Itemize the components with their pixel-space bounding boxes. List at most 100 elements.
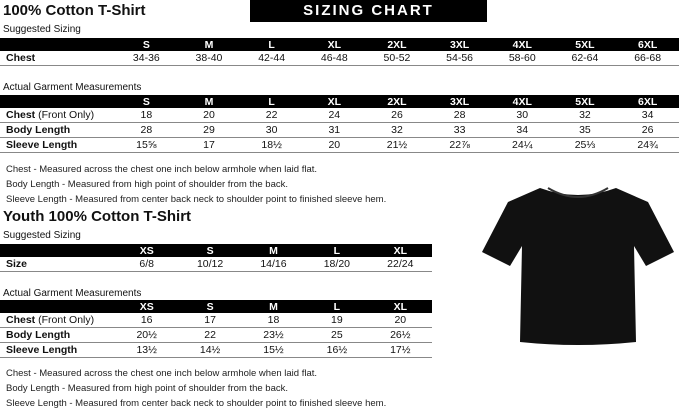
table-row: Sleeve Length 15⅝ 17 18½ 20 21½ 22⅞ 24¼ 25⅓ 24¾ [0,137,679,153]
youth-suggested-label: Suggested Sizing [3,230,81,241]
cell-value: 28 [115,122,178,138]
size-header: 5XL [553,38,617,51]
header-row: XS S M L XL [0,244,432,257]
header-row: S M L XL 2XL 3XL 4XL 5XL 6XL [0,38,679,51]
cell-value: 42-44 [240,51,303,66]
size-header: 6XL [616,38,679,51]
sizing-chart-title: SIZING CHART [250,0,487,22]
size-header: 4XL [490,38,554,51]
youth-suggested-table: XS S M L XL Size 6/8 10/12 14/16 18/20 22/24 [0,244,432,272]
youth-actual-label: Actual Garment Measurements [3,288,142,299]
cell-value: 6/8 [115,257,179,272]
adult-suggested-label: Suggested Sizing [3,24,81,35]
cell-value: 17 [177,137,241,153]
row-label: Body Length [0,122,115,138]
size-header: XS [115,300,179,313]
cell-value: 22 [178,327,242,343]
table-row: Body Length 28 29 30 31 32 33 34 35 26 [0,122,679,138]
cell-value: 62-64 [553,51,617,66]
cell-value: 35 [553,122,617,138]
row-label-text: Size [6,258,28,270]
cell-value: 66-68 [616,51,679,66]
row-label-text: Chest [6,52,36,64]
size-header: XL [368,244,432,257]
cell-value: 46-48 [302,51,366,66]
cell-value: 26½ [368,327,432,343]
size-header: XL [302,38,366,51]
cell-value: 16 [115,313,179,328]
cell-value: 19 [305,313,369,328]
cell-value: 18/20 [305,257,369,272]
cell-value: 58-60 [490,51,554,66]
youth-note-body: Body Length - Measured from high point o… [6,383,288,394]
cell-value: 34-36 [115,51,178,66]
cell-value: 18 [241,313,306,328]
cell-value: 50-52 [365,51,429,66]
cell-value: 54-56 [428,51,491,66]
size-header: L [240,95,303,108]
size-header: M [177,95,241,108]
row-label-text: Sleeve Length [6,344,78,356]
adult-actual-table: S M L XL 2XL 3XL 4XL 5XL 6XL Chest (Front Only) 18… [0,95,679,153]
cell-value: 16½ [305,342,369,358]
adult-actual-label: Actual Garment Measurements [3,82,142,93]
size-header: L [240,38,303,51]
cell-value: 34 [490,122,554,138]
row-label: Sleeve Length [0,342,115,358]
cell-value: 25 [305,327,369,343]
row-label: Chest [0,51,115,66]
table-row: Chest 34-36 38-40 42-44 46-48 50-52 54-56 58-60… [0,51,679,66]
size-header: S [178,244,242,257]
row-label-text: Body Length [6,124,71,136]
table-row: Sleeve Length 13½ 14½ 15½ 16½ 17½ [0,342,432,358]
tshirt-shape [482,188,674,345]
size-header: 6XL [616,95,679,108]
table-row: Chest (Front Only) 16 17 18 19 20 [0,313,432,328]
youth-title: Youth 100% Cotton T-Shirt [3,208,192,225]
size-header: XL [368,300,432,313]
size-header: 5XL [553,95,617,108]
row-label: Body Length [0,327,115,343]
cell-value: 14/16 [241,257,306,272]
row-label: Chest (Front Only) [0,313,115,328]
youth-actual-table: XS S M L XL Chest (Front Only) 16 17 18 19 20 Body … [0,300,432,358]
cell-value: 32 [365,122,429,138]
cell-value: 20 [302,137,366,153]
size-header: M [177,38,241,51]
adult-note-body: Body Length - Measured from high point o… [6,179,288,190]
cell-value: 34 [616,108,679,123]
size-header: 2XL [365,95,429,108]
header-row: S M L XL 2XL 3XL 4XL 5XL 6XL [0,95,679,108]
row-label-text: Chest [6,314,36,326]
adult-title: 100% Cotton T-Shirt [3,2,146,19]
size-header: M [241,244,306,257]
size-header: 3XL [428,95,491,108]
cell-value: 30 [240,122,303,138]
youth-note-chest: Chest - Measured across the chest one in… [6,368,318,379]
row-label-text: Body Length [6,329,71,341]
cell-value: 29 [177,122,241,138]
size-header: S [115,95,178,108]
cell-value: 17 [178,313,242,328]
cell-value: 18½ [240,137,303,153]
table-row: Size 6/8 10/12 14/16 18/20 22/24 [0,257,432,272]
row-label-text: Chest [6,109,36,121]
cell-value: 25⅓ [553,137,617,153]
cell-value: 30 [490,108,554,123]
row-label: Chest (Front Only) [0,108,115,123]
cell-value: 14½ [178,342,242,358]
size-header: 4XL [490,95,554,108]
cell-value: 20 [368,313,432,328]
tshirt-image [482,187,674,345]
cell-value: 24 [302,108,366,123]
cell-value: 38-40 [177,51,241,66]
size-header: S [115,38,178,51]
cell-value: 28 [428,108,491,123]
cell-value: 18 [115,108,178,123]
cell-value: 20 [177,108,241,123]
cell-value: 32 [553,108,617,123]
cell-value: 13½ [115,342,179,358]
table-row: Body Length 20½ 22 23½ 25 26½ [0,327,432,343]
cell-value: 15⅝ [115,137,178,153]
size-header: 3XL [428,38,491,51]
